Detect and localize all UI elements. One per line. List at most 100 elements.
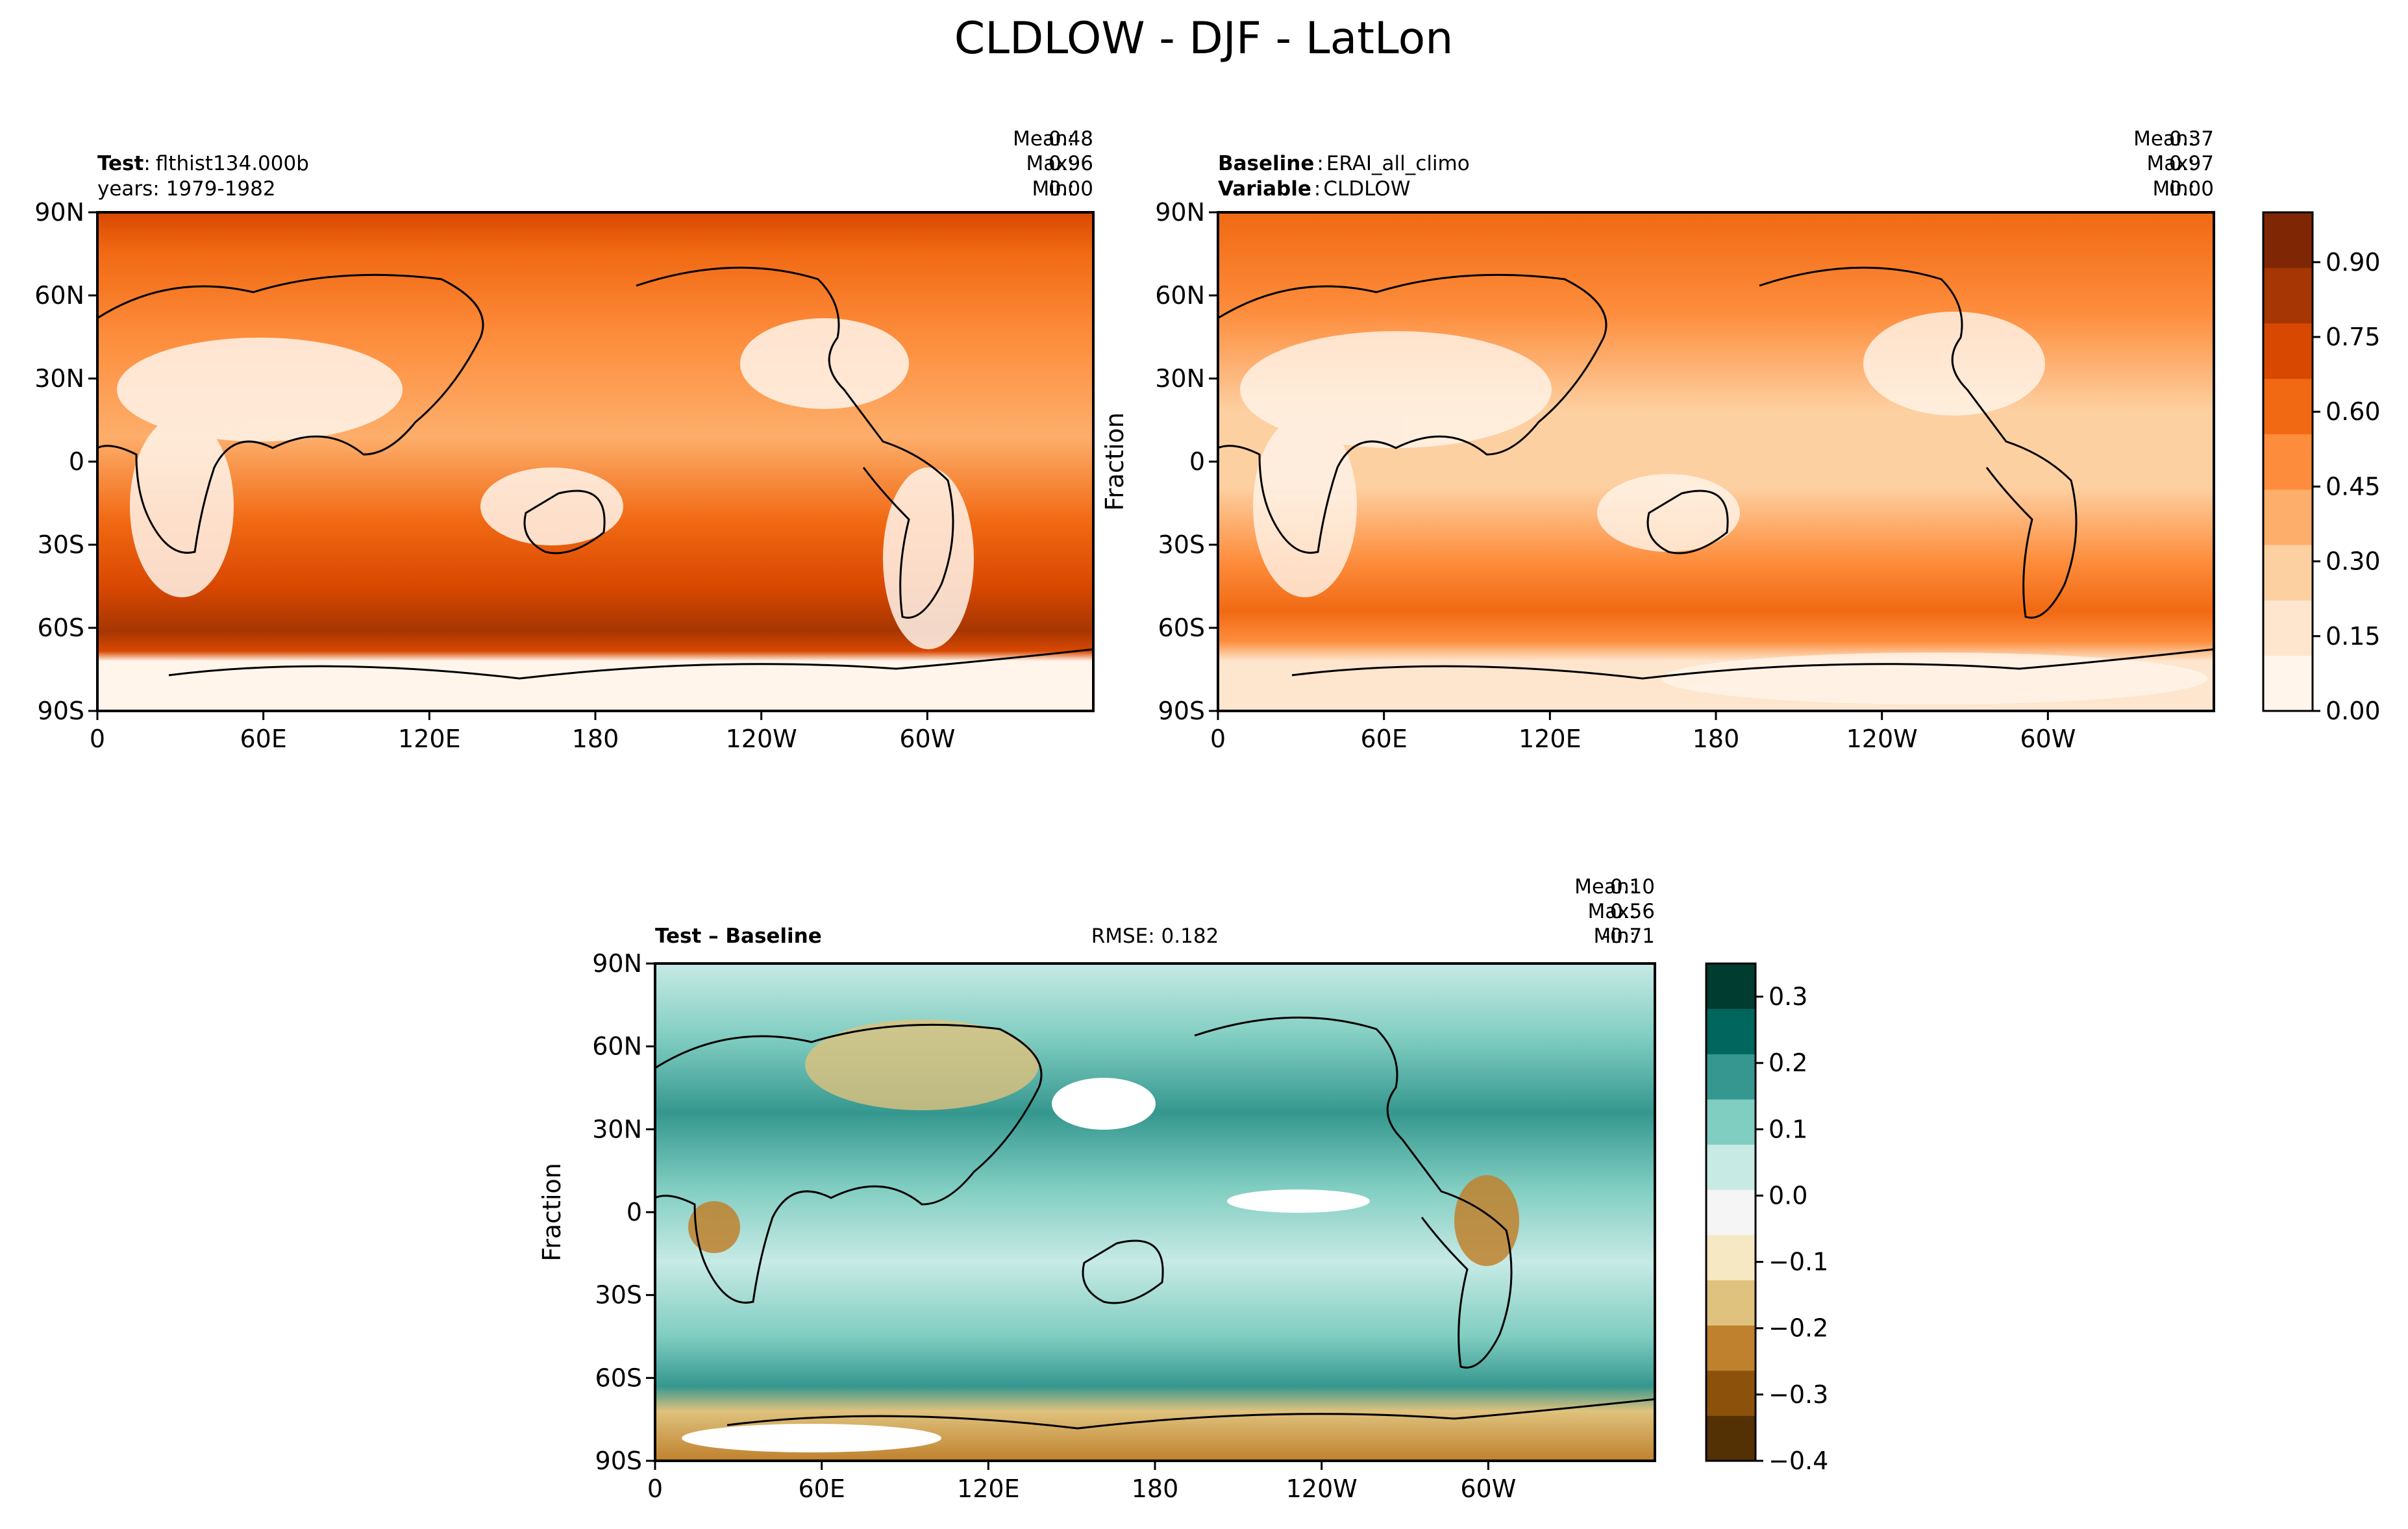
test-stat-max-label: Max: xyxy=(1026,152,1074,175)
baseline-title: Baseline: ERAI_all_climo xyxy=(1218,152,1470,175)
diff-xtick-label: 60E xyxy=(798,1474,845,1503)
test-xtick-label: 180 xyxy=(572,725,619,753)
colorbar-oranges-swatch xyxy=(2263,434,2313,490)
colorbar-oranges-tick-label: 0.45 xyxy=(2326,472,2381,501)
colorbar-brbg-tick-label: 0.1 xyxy=(1769,1115,1807,1143)
baseline-stat-mean-label: Mean: xyxy=(2133,127,2195,151)
baseline-xtick-label: 120E xyxy=(1519,725,1582,753)
colorbar-oranges-swatch xyxy=(2263,545,2313,601)
diff-ytick-label: 30N xyxy=(592,1115,642,1143)
baseline-ytick-label: 0 xyxy=(1189,447,1205,476)
baseline-subtitle: Variable: CLDLOW xyxy=(1218,177,1410,201)
colorbar-brbg-tick-label: 0.3 xyxy=(1769,982,1807,1011)
baseline-xtick-label: 120W xyxy=(1846,725,1918,753)
baseline-ytick-label: 30S xyxy=(1158,530,1205,559)
diff-stat-min-value: -0.71 xyxy=(1603,925,1655,948)
diff-anomaly-shading xyxy=(682,1019,1519,1452)
baseline-coastlines xyxy=(1217,266,2215,680)
colorbar-brbg-tick-label: −0.3 xyxy=(1769,1380,1828,1409)
colorbar-oranges-tick-label: 0.30 xyxy=(2326,547,2381,576)
figure-title: CLDLOW - DJF - LatLon xyxy=(954,13,1454,64)
test-y-ticks: 90N 60N 30N 0 30S 60S 90S xyxy=(34,198,97,725)
colorbar-brbg-tick-label: 0.0 xyxy=(1769,1181,1807,1210)
diff-ylabel: Fraction xyxy=(538,1163,566,1262)
diff-stat-max-value: 0.56 xyxy=(1610,900,1655,923)
colorbar-oranges: 0.00 0.15 0.30 0.45 0.60 0.75 0.90 xyxy=(2262,211,2381,725)
panel-test: 90N 60N 30N 0 30S 60S 90S 0 60E 120E 180 120W 60W T… xyxy=(34,127,1095,753)
diff-ytick-label: 30S xyxy=(595,1281,642,1310)
diff-xtick-label: 180 xyxy=(1132,1474,1179,1503)
diff-rmse: RMSE: 0.182 xyxy=(1091,925,1219,948)
baseline-subtitle-bold: Variable xyxy=(1218,177,1311,201)
test-stat-min-label: Min: xyxy=(1032,177,1074,201)
diff-ytick-label: 90N xyxy=(592,949,642,978)
colorbar-brbg: 0.3 0.2 0.1 0.0 −0.1 −0.2 −0.3 −0.4 xyxy=(1705,962,1828,1475)
baseline-y-ticks: 90N 60N 30N 0 30S 60S 90S xyxy=(1155,198,1218,725)
baseline-stat-min-value: 0.00 xyxy=(2169,177,2214,201)
colorbar-brbg-swatch xyxy=(1706,1099,1756,1145)
colorbar-oranges-swatch xyxy=(2263,323,2313,379)
test-ytick-label: 0 xyxy=(69,447,84,476)
colorbar-oranges-tick-label: 0.15 xyxy=(2326,622,2381,651)
baseline-ytick-label: 90S xyxy=(1158,697,1205,725)
colorbar-brbg-swatch xyxy=(1706,1415,1756,1461)
test-title: Test: flthist134.000b xyxy=(97,152,309,175)
test-xtick-label: 120E xyxy=(398,725,461,753)
test-ytick-label: 60N xyxy=(34,281,84,310)
test-x-ticks: 0 60E 120E 180 120W 60W xyxy=(90,711,955,753)
colorbar-brbg-swatch xyxy=(1706,1189,1756,1236)
colorbar-oranges-tick-label: 0.60 xyxy=(2326,397,2381,426)
diff-ytick-label: 90S xyxy=(595,1447,642,1475)
colorbar-oranges-swatch xyxy=(2263,489,2313,545)
baseline-ytick-label: 30N xyxy=(1155,364,1205,393)
colorbar-brbg-swatch xyxy=(1706,1370,1756,1416)
colorbar-brbg-swatch xyxy=(1706,1280,1756,1326)
test-ytick-label: 90S xyxy=(38,697,84,725)
diff-stat-mean-label: Mean: xyxy=(1574,875,1636,899)
diff-ytick-label: 60S xyxy=(595,1363,642,1392)
panel-baseline: 90N 60N 30N 0 30S 60S 90S 0 60E 120E 180 120W 60W F… xyxy=(1100,127,2381,753)
baseline-stat-max-value: 0.97 xyxy=(2169,152,2214,175)
baseline-stat-min-label: Min: xyxy=(2153,177,2195,201)
colorbar-oranges-swatch xyxy=(2263,655,2313,712)
baseline-field xyxy=(1218,212,2214,711)
test-stat-min-value: 0.00 xyxy=(1049,177,1093,201)
diff-stat-min-label: Min: xyxy=(1594,925,1636,948)
baseline-title-sep: : xyxy=(1317,152,1323,175)
test-land-shading xyxy=(117,318,974,649)
colorbar-oranges-tick-label: 0.00 xyxy=(2326,697,2381,725)
baseline-ytick-label: 60S xyxy=(1158,614,1205,642)
baseline-stat-max-label: Max: xyxy=(2146,152,2195,175)
test-ytick-label: 30S xyxy=(38,530,84,559)
test-title-bold: Test xyxy=(97,152,144,175)
diff-title: Test – Baseline xyxy=(655,925,822,948)
diff-xtick-label: 0 xyxy=(647,1474,663,1503)
colorbar-brbg-tick-label: 0.2 xyxy=(1769,1049,1807,1077)
colorbar-oranges-tick-label: 0.75 xyxy=(2326,323,2381,351)
diff-y-ticks: 90N 60N 30N 0 30S 60S 90S xyxy=(592,949,655,1475)
colorbar-brbg-swatch xyxy=(1706,1234,1756,1280)
diff-xtick-label: 60W xyxy=(1460,1474,1516,1503)
test-subtitle: years: 1979-1982 xyxy=(97,177,276,201)
test-ytick-label: 30N xyxy=(34,364,84,393)
diff-coastlines xyxy=(654,1016,1656,1430)
test-xtick-label: 60E xyxy=(240,725,286,753)
baseline-subtitle-sep: : xyxy=(1314,177,1321,201)
baseline-x-ticks: 0 60E 120E 180 120W 60W xyxy=(1210,711,2076,753)
colorbar-oranges-swatch xyxy=(2263,212,2313,268)
diff-ytick-label: 0 xyxy=(627,1198,642,1226)
diff-ytick-label: 60N xyxy=(592,1032,642,1061)
colorbar-brbg-swatch xyxy=(1706,1325,1756,1371)
colorbar-brbg-tick-label: −0.4 xyxy=(1769,1447,1828,1475)
diff-xtick-label: 120W xyxy=(1286,1474,1358,1503)
test-xtick-label: 0 xyxy=(90,725,105,753)
test-stat-mean-value: 0.48 xyxy=(1049,127,1093,151)
panel-diff: 90N 60N 30N 0 30S 60S 90S 0 60E 120E 180 120W 60W F… xyxy=(538,875,1828,1503)
diff-x-ticks: 0 60E 120E 180 120W 60W xyxy=(647,1461,1516,1503)
colorbar-brbg-swatch xyxy=(1706,1008,1756,1054)
colorbar-brbg-frame xyxy=(1705,962,1757,1462)
baseline-title-bold: Baseline xyxy=(1218,152,1314,175)
test-stat-mean-label: Mean: xyxy=(1013,127,1074,151)
baseline-xtick-label: 180 xyxy=(1693,725,1740,753)
test-coastlines xyxy=(97,266,1094,680)
